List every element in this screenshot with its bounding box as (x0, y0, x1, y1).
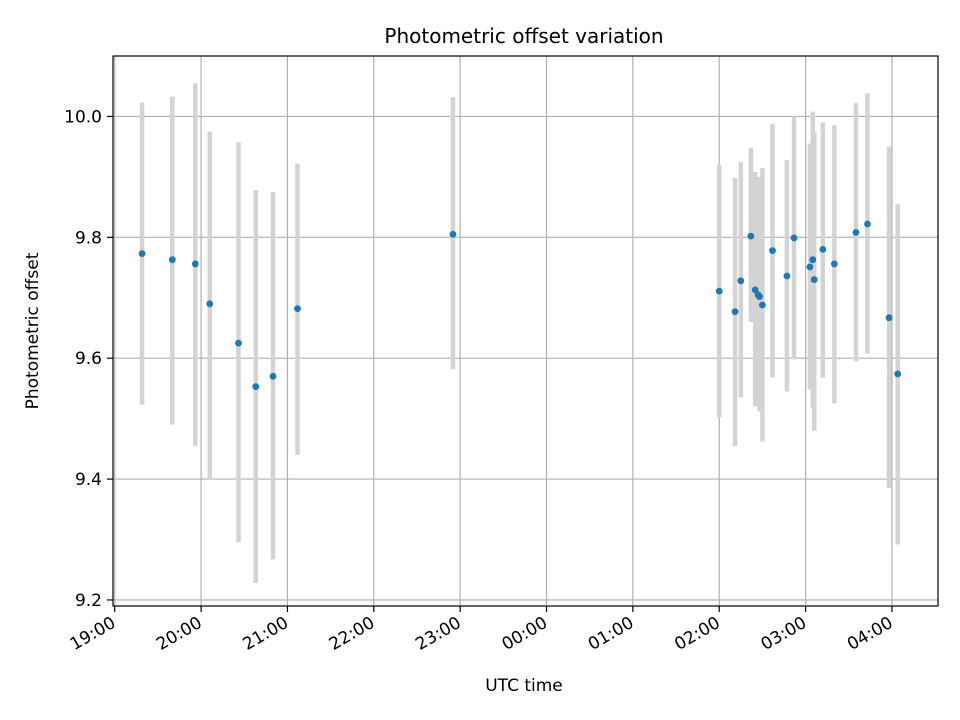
data-point (731, 308, 739, 316)
x-tick-label: 00:00 (499, 613, 551, 655)
data-point (852, 229, 860, 236)
y-axis-title: Photometric offset (23, 252, 43, 409)
data-point (894, 370, 902, 378)
y-tick-label: 10.0 (64, 107, 102, 127)
data-point (737, 277, 745, 285)
data-point (168, 256, 176, 264)
data-point (449, 230, 457, 238)
grid (113, 56, 938, 606)
data-point (138, 250, 146, 258)
data-point (830, 260, 838, 268)
data-point (783, 272, 791, 280)
data-point (809, 256, 817, 264)
data-points (138, 220, 902, 391)
data-point (235, 339, 242, 347)
data-point (191, 260, 199, 268)
x-tick-label: 01:00 (585, 613, 637, 655)
x-tick-label: 04:00 (844, 613, 896, 655)
data-point (759, 301, 766, 309)
data-point (252, 383, 260, 391)
x-tick-label: 21:00 (240, 613, 292, 655)
x-tick-label: 23:00 (412, 613, 464, 655)
data-point (715, 287, 723, 295)
x-tick-label: 03:00 (758, 613, 810, 655)
y-tick-label: 9.6 (75, 349, 102, 369)
y-tick-label: 9.8 (75, 228, 102, 248)
data-point (806, 263, 814, 271)
errorbars (139, 83, 900, 584)
chart-title: Photometric offset variation (384, 24, 663, 48)
data-point (747, 232, 755, 240)
data-point (819, 246, 827, 253)
data-point (756, 293, 763, 300)
data-point (206, 300, 214, 308)
data-point (790, 234, 798, 242)
x-tick-label: 02:00 (671, 613, 723, 655)
data-point (885, 314, 893, 322)
data-point (769, 247, 776, 255)
x-tick-label: 19:00 (67, 613, 119, 655)
y-tick-label: 9.2 (75, 591, 102, 611)
data-point (269, 372, 277, 380)
data-point (810, 276, 818, 284)
data-point (864, 220, 871, 228)
x-tick-label: 20:00 (153, 613, 205, 655)
plot-area-frame (112, 55, 939, 607)
x-axis-title: UTC time (485, 676, 563, 696)
y-tick-label: 9.4 (75, 470, 102, 490)
x-tick-label: 22:00 (326, 613, 378, 655)
data-point (294, 305, 301, 313)
